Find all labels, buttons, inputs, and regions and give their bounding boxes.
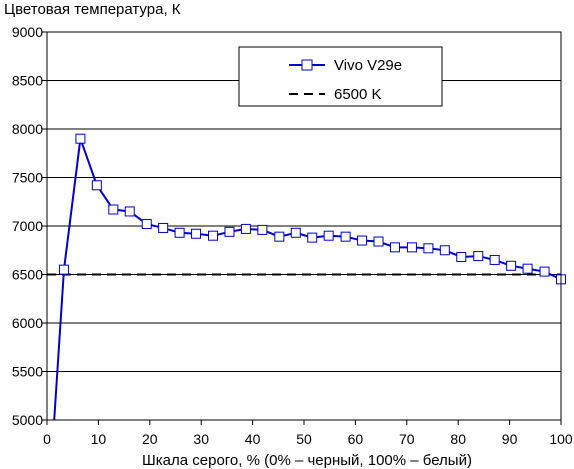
- x-tick-label: 70: [399, 431, 415, 447]
- series-point-vivo-v29e: [522, 263, 533, 274]
- series-point-vivo-v29e: [58, 264, 69, 275]
- x-tick-label: 40: [245, 431, 261, 447]
- series-point-vivo-v29e: [191, 228, 202, 239]
- series-point-vivo-v29e: [357, 235, 368, 246]
- x-tick-label: 80: [450, 431, 466, 447]
- x-tick-label: 30: [193, 431, 209, 447]
- y-tick-label: 5500: [12, 364, 43, 380]
- series-point-vivo-v29e: [340, 231, 351, 242]
- legend-box: [238, 46, 443, 107]
- series-point-vivo-v29e: [373, 236, 384, 247]
- series-point-vivo-v29e: [224, 226, 235, 237]
- x-tick-label: 60: [348, 431, 364, 447]
- series-point-vivo-v29e: [208, 230, 219, 241]
- series-point-vivo-v29e: [439, 245, 450, 256]
- y-tick-label: 8000: [12, 121, 43, 137]
- y-tick-label: 9000: [12, 24, 43, 40]
- series-point-vivo-v29e: [75, 133, 86, 144]
- x-tick-label: 10: [91, 431, 107, 447]
- series-point-vivo-v29e: [91, 180, 102, 191]
- series-layer: [53, 133, 566, 421]
- series-point-vivo-v29e: [257, 224, 268, 235]
- series-point-vivo-v29e: [423, 243, 434, 254]
- series-point-vivo-v29e: [539, 266, 550, 277]
- y-tick-label: 8500: [12, 73, 43, 89]
- series-line-vivo-v29e: [53, 138, 562, 421]
- series-point-vivo-v29e: [108, 204, 119, 215]
- series-point-vivo-v29e: [124, 206, 135, 217]
- x-tick-label: 100: [549, 431, 573, 447]
- x-axis-title: Шкала серого, % (0% – черный, 100% – бел…: [142, 452, 472, 469]
- y-tick-labels: 5000 5500 6000 6500 7000 7500 8000 8500 9000: [12, 24, 47, 428]
- series-point-vivo-v29e: [456, 252, 467, 263]
- series-point-vivo-v29e: [141, 219, 152, 230]
- series-point-vivo-v29e: [473, 251, 484, 262]
- x-tick-label: 50: [296, 431, 312, 447]
- y-tick-label: 6500: [12, 267, 43, 283]
- series-point-vivo-v29e: [389, 242, 400, 253]
- y-axis-title: Цветовая температура, К: [4, 1, 181, 18]
- legend-series-marker: [301, 59, 313, 71]
- series-point-vivo-v29e: [240, 223, 251, 234]
- legend: Vivo V29e 6500 K: [238, 46, 443, 107]
- x-tick-label: 0: [43, 431, 51, 447]
- series-point-vivo-v29e: [158, 222, 169, 233]
- series-point-vivo-v29e: [307, 232, 318, 243]
- series-point-vivo-v29e: [290, 227, 301, 238]
- series-point-vivo-v29e: [506, 260, 517, 271]
- y-tick-label: 6000: [12, 315, 43, 331]
- legend-label-vivo: Vivo V29e: [334, 57, 402, 74]
- y-tick-label: 5000: [12, 412, 43, 428]
- x-tick-labels: 0 10 20 30 40 50 60 70 80 90 100: [43, 420, 573, 447]
- x-tick-label: 20: [142, 431, 158, 447]
- series-point-vivo-v29e: [274, 231, 285, 242]
- y-tick-label: 7500: [12, 170, 43, 186]
- series-point-vivo-v29e: [406, 242, 417, 253]
- legend-label-6500k: 6500 K: [334, 86, 382, 103]
- series-point-vivo-v29e: [489, 254, 500, 265]
- y-tick-label: 7000: [12, 218, 43, 234]
- series-point-vivo-v29e: [174, 227, 185, 238]
- series-point-vivo-v29e: [323, 230, 334, 241]
- x-tick-label: 90: [502, 431, 518, 447]
